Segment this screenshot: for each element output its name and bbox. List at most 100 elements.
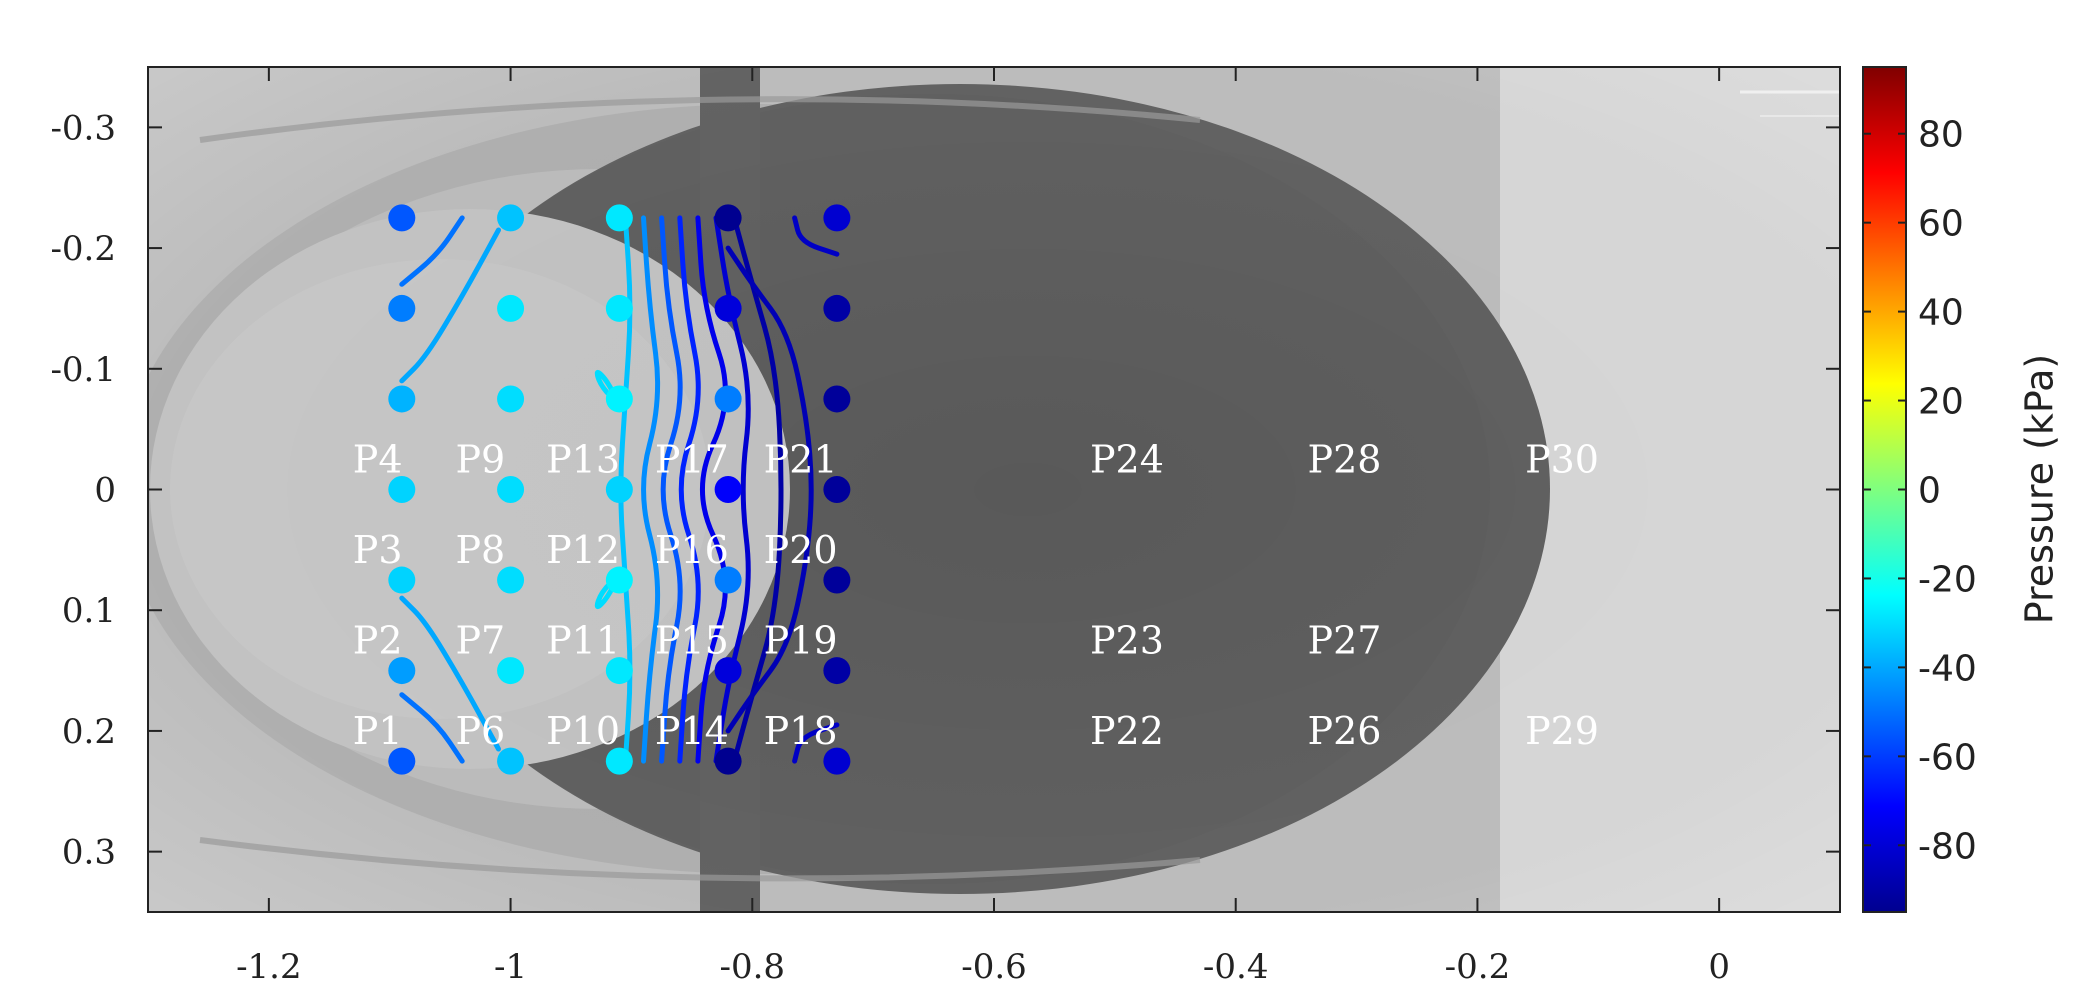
- sensor-point: [388, 385, 416, 413]
- sensor-point: [714, 385, 742, 413]
- contour-line: [731, 215, 784, 764]
- sensor-point: [605, 385, 633, 413]
- contour-line: [792, 215, 840, 257]
- sensor-label: P21: [764, 437, 838, 481]
- sensor-point: [823, 204, 851, 232]
- sensor-label: P27: [1308, 618, 1382, 662]
- sensor-point: [605, 294, 633, 322]
- sensor-point: [605, 476, 633, 503]
- sensor-point: [714, 294, 742, 322]
- x-tick-label: -0.8: [720, 947, 786, 987]
- sensor-label: P26: [1308, 709, 1382, 753]
- colorbar-tick-label: -40: [1918, 648, 1977, 689]
- sensor-label: P14: [655, 709, 729, 753]
- x-tick-label: -0.2: [1445, 947, 1511, 987]
- sensor-label: P23: [1090, 618, 1164, 662]
- sensor-label: P4: [353, 437, 403, 481]
- sensor-label: P19: [764, 618, 838, 662]
- sensor-point: [388, 747, 416, 775]
- sensor-label: P3: [353, 528, 403, 572]
- sensor-point: [714, 657, 742, 685]
- sensor-point: [823, 566, 851, 594]
- sensor-point: [388, 657, 416, 685]
- colorbar-ticks: 80 60 40 20 0 -20 -40 -60 -80: [1863, 115, 1977, 867]
- sensor-label: P24: [1090, 437, 1164, 481]
- contour-line: [399, 215, 465, 287]
- contour-line: [399, 692, 465, 764]
- sensor-label: P12: [546, 528, 620, 572]
- sensor-label: P6: [455, 709, 505, 753]
- sensor-point: [497, 385, 525, 413]
- sensor-point: [497, 657, 525, 685]
- colorbar-tick-label: 80: [1918, 115, 1964, 156]
- sensor-point: [388, 294, 416, 322]
- sensor-label: P30: [1525, 437, 1599, 481]
- colorbar: 80 60 40 20 0 -20 -40 -60 -80 Pressure (kPa): [1862, 66, 2062, 913]
- sensor-label: P11: [546, 618, 620, 662]
- axis-ticks: -1.2 -1 -0.8 -0.6 -0.4 -0.2 0 -0.3 -0.2 -0.1 0 0.1 0…: [50, 67, 1840, 987]
- sensor-label: P16: [655, 528, 729, 572]
- sensor-point: [605, 657, 633, 685]
- colorbar-tick-label: 20: [1918, 382, 1964, 423]
- contour-line: [725, 245, 814, 734]
- contour-line: [594, 571, 622, 610]
- contour-line: [677, 215, 701, 764]
- sensor-point: [823, 657, 851, 685]
- x-tick-label: -0.4: [1203, 947, 1269, 987]
- colorbar-label: Pressure (kPa): [2018, 354, 2062, 625]
- contour-line: [641, 215, 661, 764]
- y-tick-label: 0.1: [62, 591, 116, 631]
- sensor-labels: P4 P9 P13 P17 P21 P24 P28 P30 P3 P8 P12 P16 P20 P2 P7 P…: [353, 437, 1599, 753]
- sensor-point: [497, 476, 525, 503]
- contour-line: [659, 215, 683, 764]
- y-tick-label: -0.3: [50, 108, 116, 148]
- sensor-point: [714, 566, 742, 594]
- colorbar-tick-label: 40: [1918, 293, 1964, 334]
- sensor-point: [388, 476, 416, 503]
- y-tick-label: 0.2: [62, 712, 116, 752]
- y-tick-label: 0: [94, 471, 116, 511]
- sensor-label: P9: [455, 437, 505, 481]
- sensor-point: [388, 566, 416, 594]
- sensor-point: [605, 204, 633, 232]
- sensor-point: [823, 747, 851, 775]
- sensor-label: P8: [455, 528, 505, 572]
- y-tick-label: -0.2: [50, 229, 116, 269]
- sensor-point: [823, 476, 851, 503]
- sensor-label: P7: [455, 618, 505, 662]
- x-tick-label: -1.2: [236, 947, 302, 987]
- colorbar-tick-label: 0: [1918, 471, 1941, 512]
- contour-line: [399, 227, 501, 384]
- y-tick-label: -0.1: [50, 350, 116, 390]
- sensor-point: [497, 747, 525, 775]
- sensor-point: [823, 294, 851, 322]
- sensor-label: P22: [1090, 709, 1164, 753]
- sensor-point: [714, 204, 742, 232]
- contour-line: [792, 722, 840, 764]
- sensor-points: [388, 204, 851, 775]
- sensor-point: [497, 204, 525, 232]
- y-tick-label: 0.3: [62, 833, 116, 873]
- plot-background: [148, 67, 1840, 912]
- sensor-label: P10: [546, 709, 620, 753]
- sensor-label: P28: [1308, 437, 1382, 481]
- contour-line: [713, 215, 751, 764]
- colorbar-tick-label: -60: [1918, 737, 1977, 778]
- sensor-point: [605, 747, 633, 775]
- sensor-point: [497, 566, 525, 594]
- sensor-point: [714, 747, 742, 775]
- sensor-label: P2: [353, 618, 403, 662]
- sensor-point: [605, 566, 633, 594]
- sensor-point: [714, 476, 742, 503]
- sensor-point: [823, 385, 851, 413]
- colorbar-tick-label: -20: [1918, 559, 1977, 600]
- contour-line: [695, 215, 728, 764]
- x-tick-label: 0: [1708, 947, 1730, 987]
- colorbar-tick-label: -80: [1918, 826, 1977, 867]
- sensor-label: P18: [764, 709, 838, 753]
- sensor-label: P20: [764, 528, 838, 572]
- sensor-point: [388, 204, 416, 232]
- contour-line: [594, 369, 622, 408]
